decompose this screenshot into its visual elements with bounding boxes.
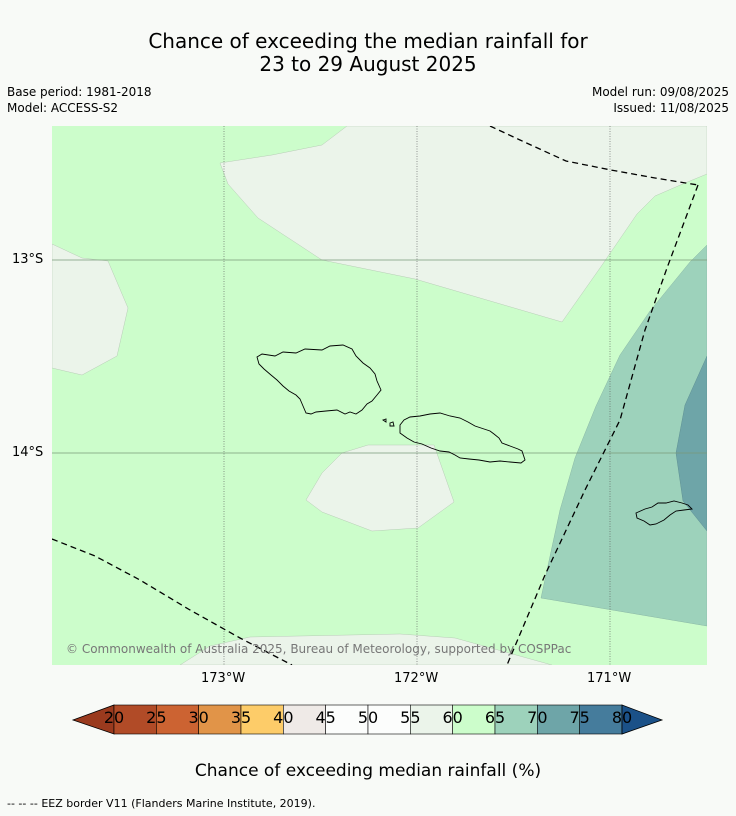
eez-legend: -- -- -- EEZ border V11 (Flanders Marine… — [7, 797, 315, 810]
colorbar-tick-75: 75 — [569, 708, 590, 727]
colorbar-cell-70-75 — [537, 704, 580, 735]
colorbar-cells — [113, 704, 623, 735]
colorbar-cell-50-55 — [367, 704, 411, 735]
lat-label-13s: 13°S — [12, 252, 44, 267]
lat-label-14s: 14°S — [12, 445, 44, 460]
model-run: Model run: 09/08/2025 — [591, 85, 729, 99]
band-45-55-north — [219, 126, 707, 323]
model-name: Model: ACCESS-S2 — [7, 101, 119, 115]
colorbar-cell-65-70 — [494, 704, 538, 735]
band-65-70 — [540, 244, 707, 627]
island-savaii — [256, 344, 382, 415]
colorbar-cell-35-40 — [240, 704, 284, 735]
colorbar-tick-40: 40 — [273, 708, 294, 727]
island-upolu — [399, 412, 526, 464]
island-tutuila — [635, 500, 693, 526]
copyright-notice: © Commonwealth of Australia 2025, Bureau… — [66, 642, 571, 656]
colorbar-cell-60-65 — [452, 704, 496, 735]
colorbar-tick-70: 70 — [527, 708, 548, 727]
colorbar-cell-55-60 — [410, 704, 453, 735]
colorbar-tick-35: 35 — [230, 708, 252, 727]
colorbar-cell-75-80 — [579, 704, 623, 735]
colorbar-tick-80: 80 — [611, 708, 633, 727]
colorbar-title: Chance of exceeding median rainfall (%) — [194, 761, 542, 781]
meta-right: Model run: 09/08/2025 Issued: 11/08/2025 — [592, 84, 729, 116]
parallel-gridlines — [52, 259, 707, 454]
chart-title: Chance of exceeding the median rainfall … — [0, 30, 736, 76]
colorbar-cell-30-35 — [198, 704, 242, 735]
colorbar-tick-25: 25 — [146, 708, 167, 727]
lon-label-172w: 172°W — [394, 671, 439, 686]
island-apolima — [389, 421, 395, 427]
colorbar-tick-30: 30 — [188, 708, 209, 727]
island-manono — [381, 418, 387, 423]
band-70-75 — [675, 355, 707, 532]
eez-border-southwest — [52, 538, 293, 665]
eez-legend-text: EEZ border V11 (Flanders Marine Institut… — [41, 797, 316, 810]
colorbar-cell-40-45 — [283, 704, 326, 735]
band-45-55-west — [52, 243, 129, 376]
eez-legend-symbol: -- -- -- — [7, 797, 38, 810]
lon-label-173w: 173°W — [201, 671, 246, 686]
colorbar-tick-55: 55 — [400, 708, 421, 727]
colorbar-cell-45-50 — [325, 704, 369, 735]
colorbar-over-arrow — [621, 704, 664, 735]
colorbar-tick-60: 60 — [442, 708, 463, 727]
map-area: © Commonwealth of Australia 2025, Bureau… — [52, 126, 707, 665]
colorbar-tick-65: 65 — [484, 708, 506, 727]
issued-date: Issued: 11/08/2025 — [613, 101, 729, 115]
lon-label-171w: 171°W — [587, 671, 632, 686]
meta-left: Base period: 1981-2018 Model: ACCESS-S2 — [7, 84, 152, 116]
colorbar-cell-20-25 — [113, 704, 157, 735]
colorbar — [71, 704, 664, 735]
band-45-55-south — [179, 633, 553, 665]
coastlines — [256, 344, 693, 526]
colorbar-tick-50: 50 — [357, 708, 379, 727]
title-line-1: Chance of exceeding the median rainfall … — [148, 29, 588, 53]
eez-border-north — [489, 126, 699, 186]
eez-border — [52, 126, 699, 665]
colorbar-tick-45: 45 — [315, 708, 336, 727]
colorbar-tick-20: 20 — [103, 708, 125, 727]
title-line-2: 23 to 29 August 2025 — [259, 52, 477, 76]
base-period: Base period: 1981-2018 — [7, 85, 152, 99]
